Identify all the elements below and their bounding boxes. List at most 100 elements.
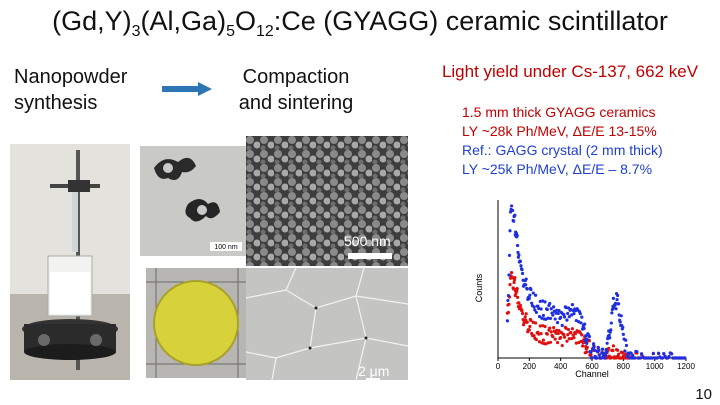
spectrum-point [534, 321, 538, 325]
x-tick-label: 1000 [646, 362, 664, 371]
spectrum-point [611, 344, 616, 348]
spectrum-point [640, 352, 644, 356]
spectrum-point [520, 268, 524, 272]
spectrum-point [515, 233, 519, 238]
spectrum-point [524, 277, 528, 281]
spectrum-point [548, 301, 552, 306]
spectrum-point [517, 301, 521, 305]
ceramic-disk-photo [146, 268, 246, 378]
spectrum-point [585, 338, 589, 342]
spectrum-point [635, 350, 639, 354]
spectrum-point [660, 356, 665, 360]
spectrum-point [572, 336, 576, 340]
page-number: 10 [695, 386, 712, 403]
spectrum-point [520, 271, 525, 276]
x-tick-label: 0 [496, 362, 501, 371]
spectrum-point [506, 293, 511, 298]
spectrum-point [524, 283, 528, 287]
spectrum-point [548, 340, 553, 344]
spectrum-point [511, 208, 515, 213]
spectrum-point [578, 311, 582, 316]
spectrum-point [584, 334, 588, 338]
spectrum-point [570, 327, 575, 331]
spectrum-point [566, 306, 571, 310]
x-axis-label: Channel [575, 369, 609, 379]
spectrum-point [513, 213, 517, 217]
spectrum-point [624, 343, 629, 348]
spectrum-point [593, 348, 597, 352]
slide-title: (Gd,Y)3(Al,Ga)5O12:Ce (GYAGG) ceramic sc… [52, 6, 668, 40]
spectrum-point [562, 312, 566, 317]
spectrum-point [565, 318, 569, 322]
spectrum-point [513, 276, 517, 280]
spectrum-point [527, 328, 531, 332]
spectrum-point [559, 315, 563, 319]
spectrum-point [597, 348, 601, 353]
sem-grain-image: 2 μm [246, 268, 408, 380]
tem-scale-label: 100 nm [214, 244, 238, 251]
spectrum-point [582, 326, 586, 331]
spectrum-point [507, 302, 511, 306]
spectrum-point [650, 356, 654, 360]
spectrum-point [621, 325, 625, 330]
spectrum-point [560, 323, 564, 328]
spectrum-point [557, 308, 561, 313]
step-compaction-sintering: Compaction and sintering [226, 64, 366, 116]
spectrum-point [532, 334, 536, 338]
spectrum-point [556, 311, 560, 316]
spectrum-point [549, 330, 553, 334]
spectrum-point [569, 331, 573, 335]
ly-line-ceramic-values: LY ~28k Ph/MeV, ΔE/E 13-15% [462, 123, 657, 139]
spectrum-point [515, 295, 520, 299]
spectrum-point [580, 333, 584, 337]
spectrum-point [614, 307, 618, 311]
spectrum-point [553, 317, 557, 321]
spectrum-point [525, 320, 529, 324]
spectrum-point [566, 333, 570, 337]
spectrum-point [589, 350, 593, 354]
spectrum-point [615, 293, 620, 298]
spectrum-point [545, 307, 549, 312]
spectrum-point [683, 356, 687, 360]
spectrum-point [567, 315, 571, 319]
sem-scale-label: 500 nm [344, 233, 391, 249]
spectrum-point [555, 308, 559, 312]
spectrum-point [524, 312, 528, 316]
spectrum-point [509, 271, 514, 275]
spectrum-point [566, 311, 570, 316]
spectrum-point [533, 308, 537, 312]
spectrum-point [619, 314, 623, 318]
spectrum-point [554, 311, 558, 315]
spectrum-point [538, 324, 542, 328]
spectrum-point [555, 321, 560, 325]
spectrum-point [543, 324, 547, 329]
spectrum-point [532, 305, 536, 309]
step2-line1: Compaction [242, 66, 350, 88]
spectrum-point [508, 283, 512, 287]
spectrum-point [604, 347, 608, 352]
spectrum-point [543, 300, 547, 304]
spectrum-point [507, 273, 511, 277]
step1-line2: synthesis [14, 92, 98, 114]
spectrum-point [565, 339, 569, 343]
spectrum-point [552, 305, 556, 309]
spectrum-point [628, 356, 632, 360]
spectrum-point [525, 287, 529, 291]
spectrum-point [529, 318, 533, 322]
spectrum-point [607, 346, 611, 350]
spectrum-point [516, 255, 520, 259]
spectrum-point [512, 280, 516, 285]
spectrum-point [531, 291, 535, 295]
spectrum-point [555, 341, 560, 345]
spectrum-point [570, 313, 574, 317]
spectrum-point [655, 356, 659, 360]
spectrum-point [507, 253, 512, 258]
grain-scale-label: 2 μm [358, 363, 389, 379]
spectrum-point [585, 345, 589, 350]
spectrum-point [528, 293, 532, 297]
spectrum-point [534, 293, 538, 297]
spectrum-point [599, 356, 603, 360]
spectrum-point [611, 348, 615, 353]
spectrum-point [509, 204, 514, 208]
spectrum-point [605, 341, 609, 345]
